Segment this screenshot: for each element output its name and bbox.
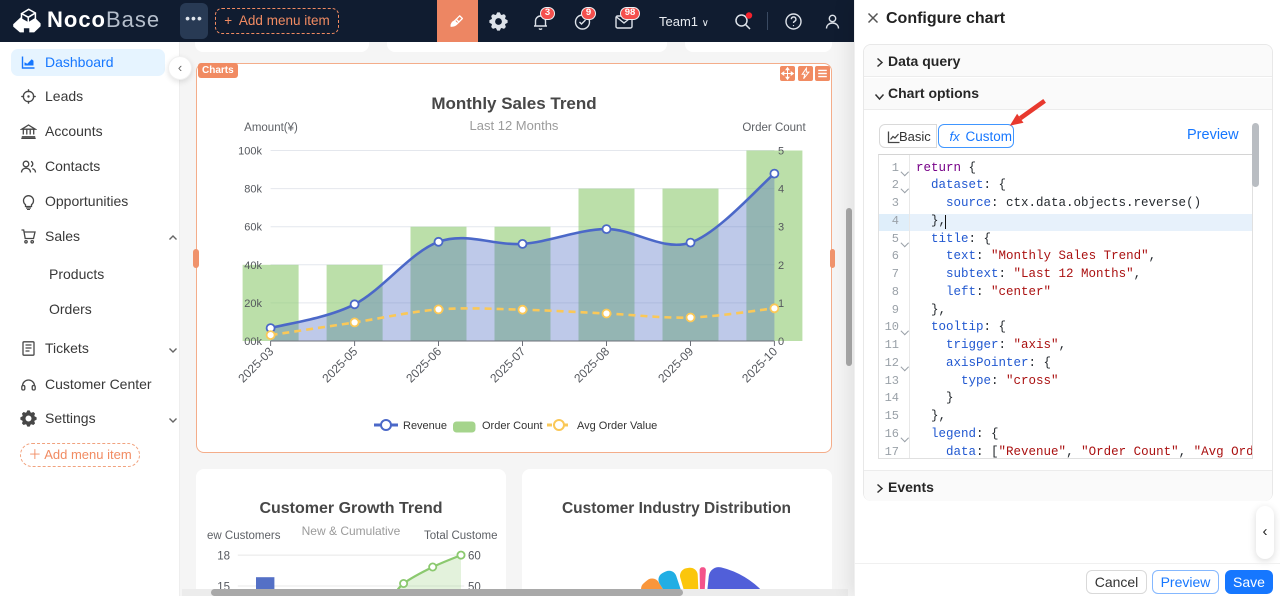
svg-text:ew Customers: ew Customers [207, 530, 281, 542]
svg-text:Monthly Sales Trend: Monthly Sales Trend [431, 94, 596, 113]
svg-text:1: 1 [778, 298, 784, 310]
svg-text:Avg Order Value: Avg Order Value [577, 420, 657, 432]
svg-text:80k: 80k [244, 184, 262, 196]
svg-text:2025-05: 2025-05 [319, 344, 360, 385]
svg-text:Revenue: Revenue [403, 420, 447, 432]
svg-text:Customer Industry Distribution: Customer Industry Distribution [562, 500, 791, 517]
svg-text:4: 4 [778, 184, 784, 196]
svg-text:100k: 100k [238, 146, 262, 158]
svg-text:2025-03: 2025-03 [235, 344, 276, 385]
svg-text:60k: 60k [244, 222, 262, 234]
svg-text:Order Count: Order Count [482, 420, 543, 432]
svg-text:2025-06: 2025-06 [403, 344, 444, 385]
svg-text:Customer Growth Trend: Customer Growth Trend [259, 500, 442, 517]
svg-text:60: 60 [468, 551, 481, 563]
svg-text:Total Custome: Total Custome [424, 530, 498, 542]
svg-text:2025-09: 2025-09 [655, 344, 696, 385]
svg-text:00k: 00k [244, 336, 262, 348]
svg-text:0: 0 [778, 336, 784, 348]
svg-text:3: 3 [778, 222, 784, 234]
svg-text:40k: 40k [244, 260, 262, 272]
svg-text:18: 18 [217, 551, 230, 563]
svg-text:Amount(¥): Amount(¥) [244, 122, 298, 134]
svg-text:2: 2 [778, 260, 784, 272]
svg-text:New & Cumulative: New & Cumulative [302, 524, 401, 538]
svg-text:20k: 20k [244, 298, 262, 310]
svg-text:2025-08: 2025-08 [571, 344, 612, 385]
svg-text:5: 5 [778, 146, 784, 158]
svg-text:Last 12 Months: Last 12 Months [470, 118, 559, 133]
svg-text:2025-07: 2025-07 [487, 344, 528, 385]
svg-text:Order Count: Order Count [742, 122, 806, 134]
svg-text:2025-10: 2025-10 [739, 344, 780, 385]
